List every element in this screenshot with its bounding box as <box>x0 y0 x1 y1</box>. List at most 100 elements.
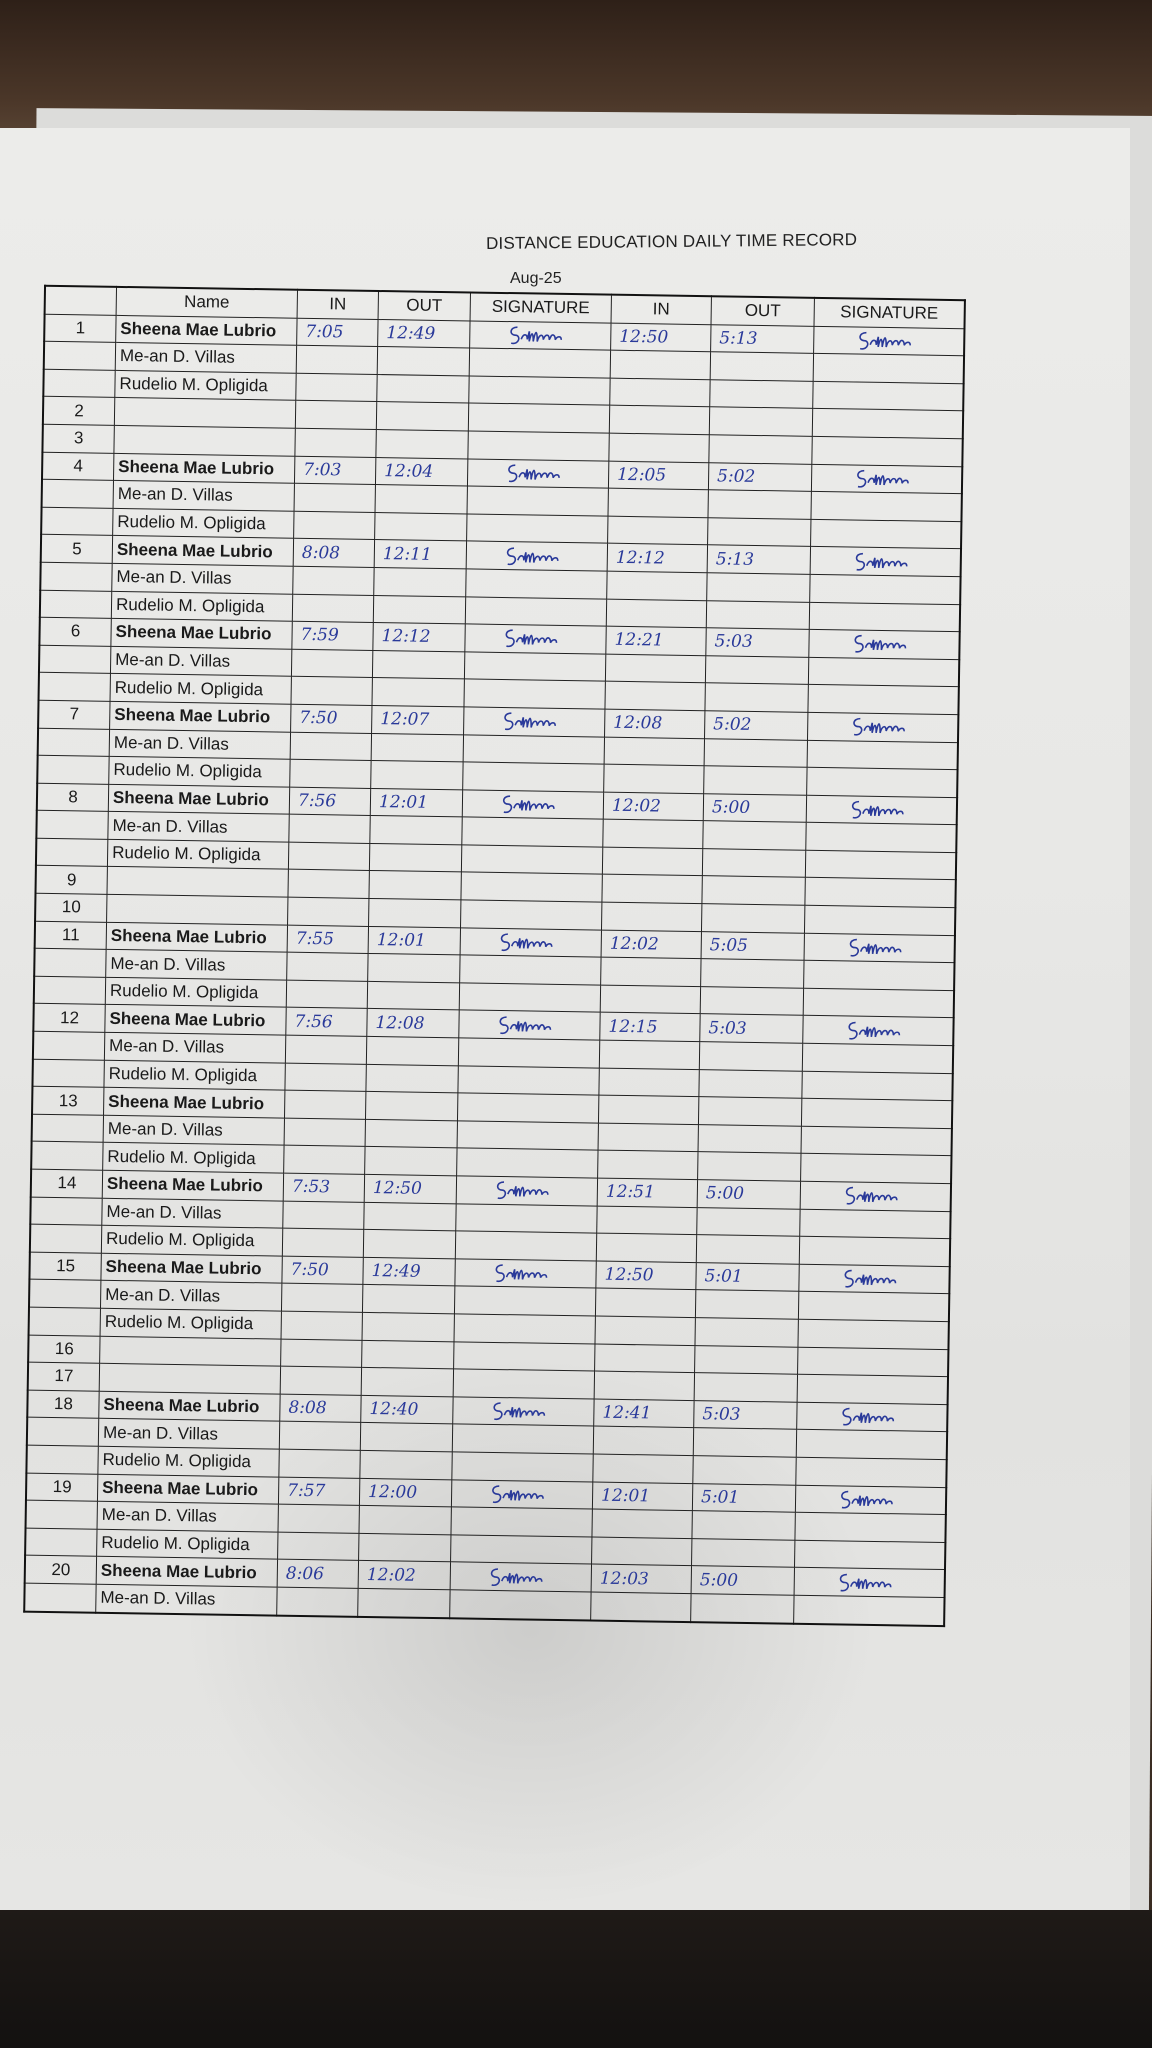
pm-in-cell: 12:08 <box>604 709 705 739</box>
table-row: 7 Sheena Mae Lubrio 7:50 12:07 12:08 5:02 <box>38 700 959 743</box>
pm-signature-cell <box>804 905 956 936</box>
table-row: 20 Sheena Mae Lubrio 8:06 12:02 12:03 5:00 <box>24 1555 945 1598</box>
am-signature-cell <box>455 1231 597 1261</box>
handwritten-signature <box>459 1260 591 1286</box>
am-signature-cell <box>463 679 606 710</box>
am-out-cell <box>369 815 463 845</box>
am-in-cell <box>277 1531 359 1561</box>
handwritten-signature <box>457 1398 589 1424</box>
pm-signature-cell <box>793 1595 945 1626</box>
day-cell <box>39 589 112 619</box>
name-cell: Sheena Mae Lubrio <box>98 1391 281 1422</box>
pm-signature-cell <box>804 932 955 963</box>
am-signature-cell <box>466 513 608 544</box>
am-signature-cell <box>450 1534 592 1565</box>
day-cell <box>28 1307 101 1336</box>
pm-signature-cell <box>801 1126 952 1157</box>
day-cell: 3 <box>42 424 115 453</box>
table-row: 5 Sheena Mae Lubrio 8:08 12:11 12:12 5:13 <box>40 534 962 577</box>
day-cell <box>38 672 111 702</box>
am-out-cell <box>373 567 467 597</box>
am-signature-cell <box>449 1589 592 1621</box>
am-in-cell: 7:56 <box>285 1007 368 1037</box>
am-out-cell <box>368 898 461 928</box>
am-out-cell <box>371 677 465 707</box>
day-cell: 19 <box>25 1472 98 1502</box>
handwritten-signature <box>811 797 952 823</box>
table-row: 14 Sheena Mae Lubrio 7:53 12:50 12:51 5:00 <box>30 1169 952 1212</box>
pm-in-cell <box>605 653 706 684</box>
am-in-cell <box>292 593 374 623</box>
am-out-cell <box>376 401 469 431</box>
handwritten-signature <box>455 1564 587 1590</box>
am-signature-cell <box>457 1065 600 1096</box>
pm-signature-cell <box>798 1264 950 1294</box>
pm-out-cell <box>703 765 808 795</box>
name-cell: Rudelio M. Opligida <box>97 1446 280 1477</box>
am-out-cell <box>361 1339 455 1369</box>
pm-out-cell <box>707 517 811 547</box>
am-in-cell: 7:55 <box>287 924 369 954</box>
pm-in-cell <box>607 515 708 546</box>
am-in-cell <box>279 1421 361 1451</box>
pm-in-cell <box>610 350 711 380</box>
am-in-cell <box>284 1062 367 1092</box>
pm-signature-cell <box>807 684 959 715</box>
am-out-cell <box>357 1588 451 1618</box>
day-cell <box>33 976 106 1005</box>
day-cell: 5 <box>40 534 113 564</box>
pm-in-cell <box>590 1591 692 1622</box>
am-out-cell <box>358 1533 451 1563</box>
am-signature-cell <box>463 706 605 737</box>
pm-in-cell: 12:15 <box>599 1012 701 1042</box>
am-signature-cell <box>453 1341 595 1372</box>
am-signature-cell <box>450 1506 593 1537</box>
name-cell: Me-an D. Villas <box>105 949 288 980</box>
am-in-cell: 7:59 <box>291 621 374 651</box>
pm-signature-cell <box>811 463 963 494</box>
pm-out-cell: 5:02 <box>708 462 812 492</box>
pm-in-cell: 12:50 <box>595 1260 697 1290</box>
am-out-cell: 12:40 <box>360 1395 454 1425</box>
am-in-cell <box>294 428 377 458</box>
day-cell: 9 <box>35 865 108 895</box>
pm-out-cell <box>705 655 809 685</box>
pm-signature-cell <box>808 629 960 660</box>
pm-in-cell <box>594 1316 696 1346</box>
name-cell: Me-an D. Villas <box>115 342 297 374</box>
am-in-cell <box>280 1338 363 1368</box>
day-cell <box>24 1583 97 1613</box>
handwritten-signature <box>812 714 953 740</box>
am-signature-cell <box>466 541 608 572</box>
am-out-cell <box>373 595 466 625</box>
pm-signature-cell <box>809 601 961 632</box>
day-cell <box>26 1417 99 1447</box>
am-in-cell <box>295 400 377 430</box>
name-cell: Rudelio M. Opligida <box>105 977 287 1008</box>
pm-out-cell <box>702 848 806 878</box>
am-in-cell: 7:50 <box>290 704 372 733</box>
pm-out-cell: 5:13 <box>710 324 815 354</box>
handwritten-signature <box>469 626 601 652</box>
pm-out-cell: 5:05 <box>701 931 805 961</box>
am-in-cell: 7:56 <box>289 786 371 816</box>
day-cell <box>38 644 111 674</box>
am-out-cell <box>368 870 462 900</box>
name-cell: Me-an D. Villas <box>97 1501 279 1532</box>
handwritten-signature <box>467 791 599 817</box>
name-cell: Sheena Mae Lubrio <box>102 1170 284 1201</box>
day-cell <box>25 1500 98 1529</box>
day-cell: 12 <box>33 1003 106 1033</box>
pm-signature-cell <box>811 436 963 467</box>
am-in-cell <box>281 1311 363 1340</box>
table-row: 19 Sheena Mae Lubrio 7:57 12:00 12:01 5:01 <box>25 1472 947 1515</box>
pm-signature-cell <box>803 960 955 991</box>
handwritten-signature <box>803 1266 944 1292</box>
header-am-in: IN <box>297 289 379 320</box>
handwritten-signature <box>474 322 606 348</box>
handwritten-signature <box>801 1404 942 1430</box>
am-out-cell <box>365 1119 458 1149</box>
pm-in-cell: 12:01 <box>592 1481 693 1511</box>
handwritten-signature <box>807 1018 948 1044</box>
name-cell <box>106 894 288 925</box>
